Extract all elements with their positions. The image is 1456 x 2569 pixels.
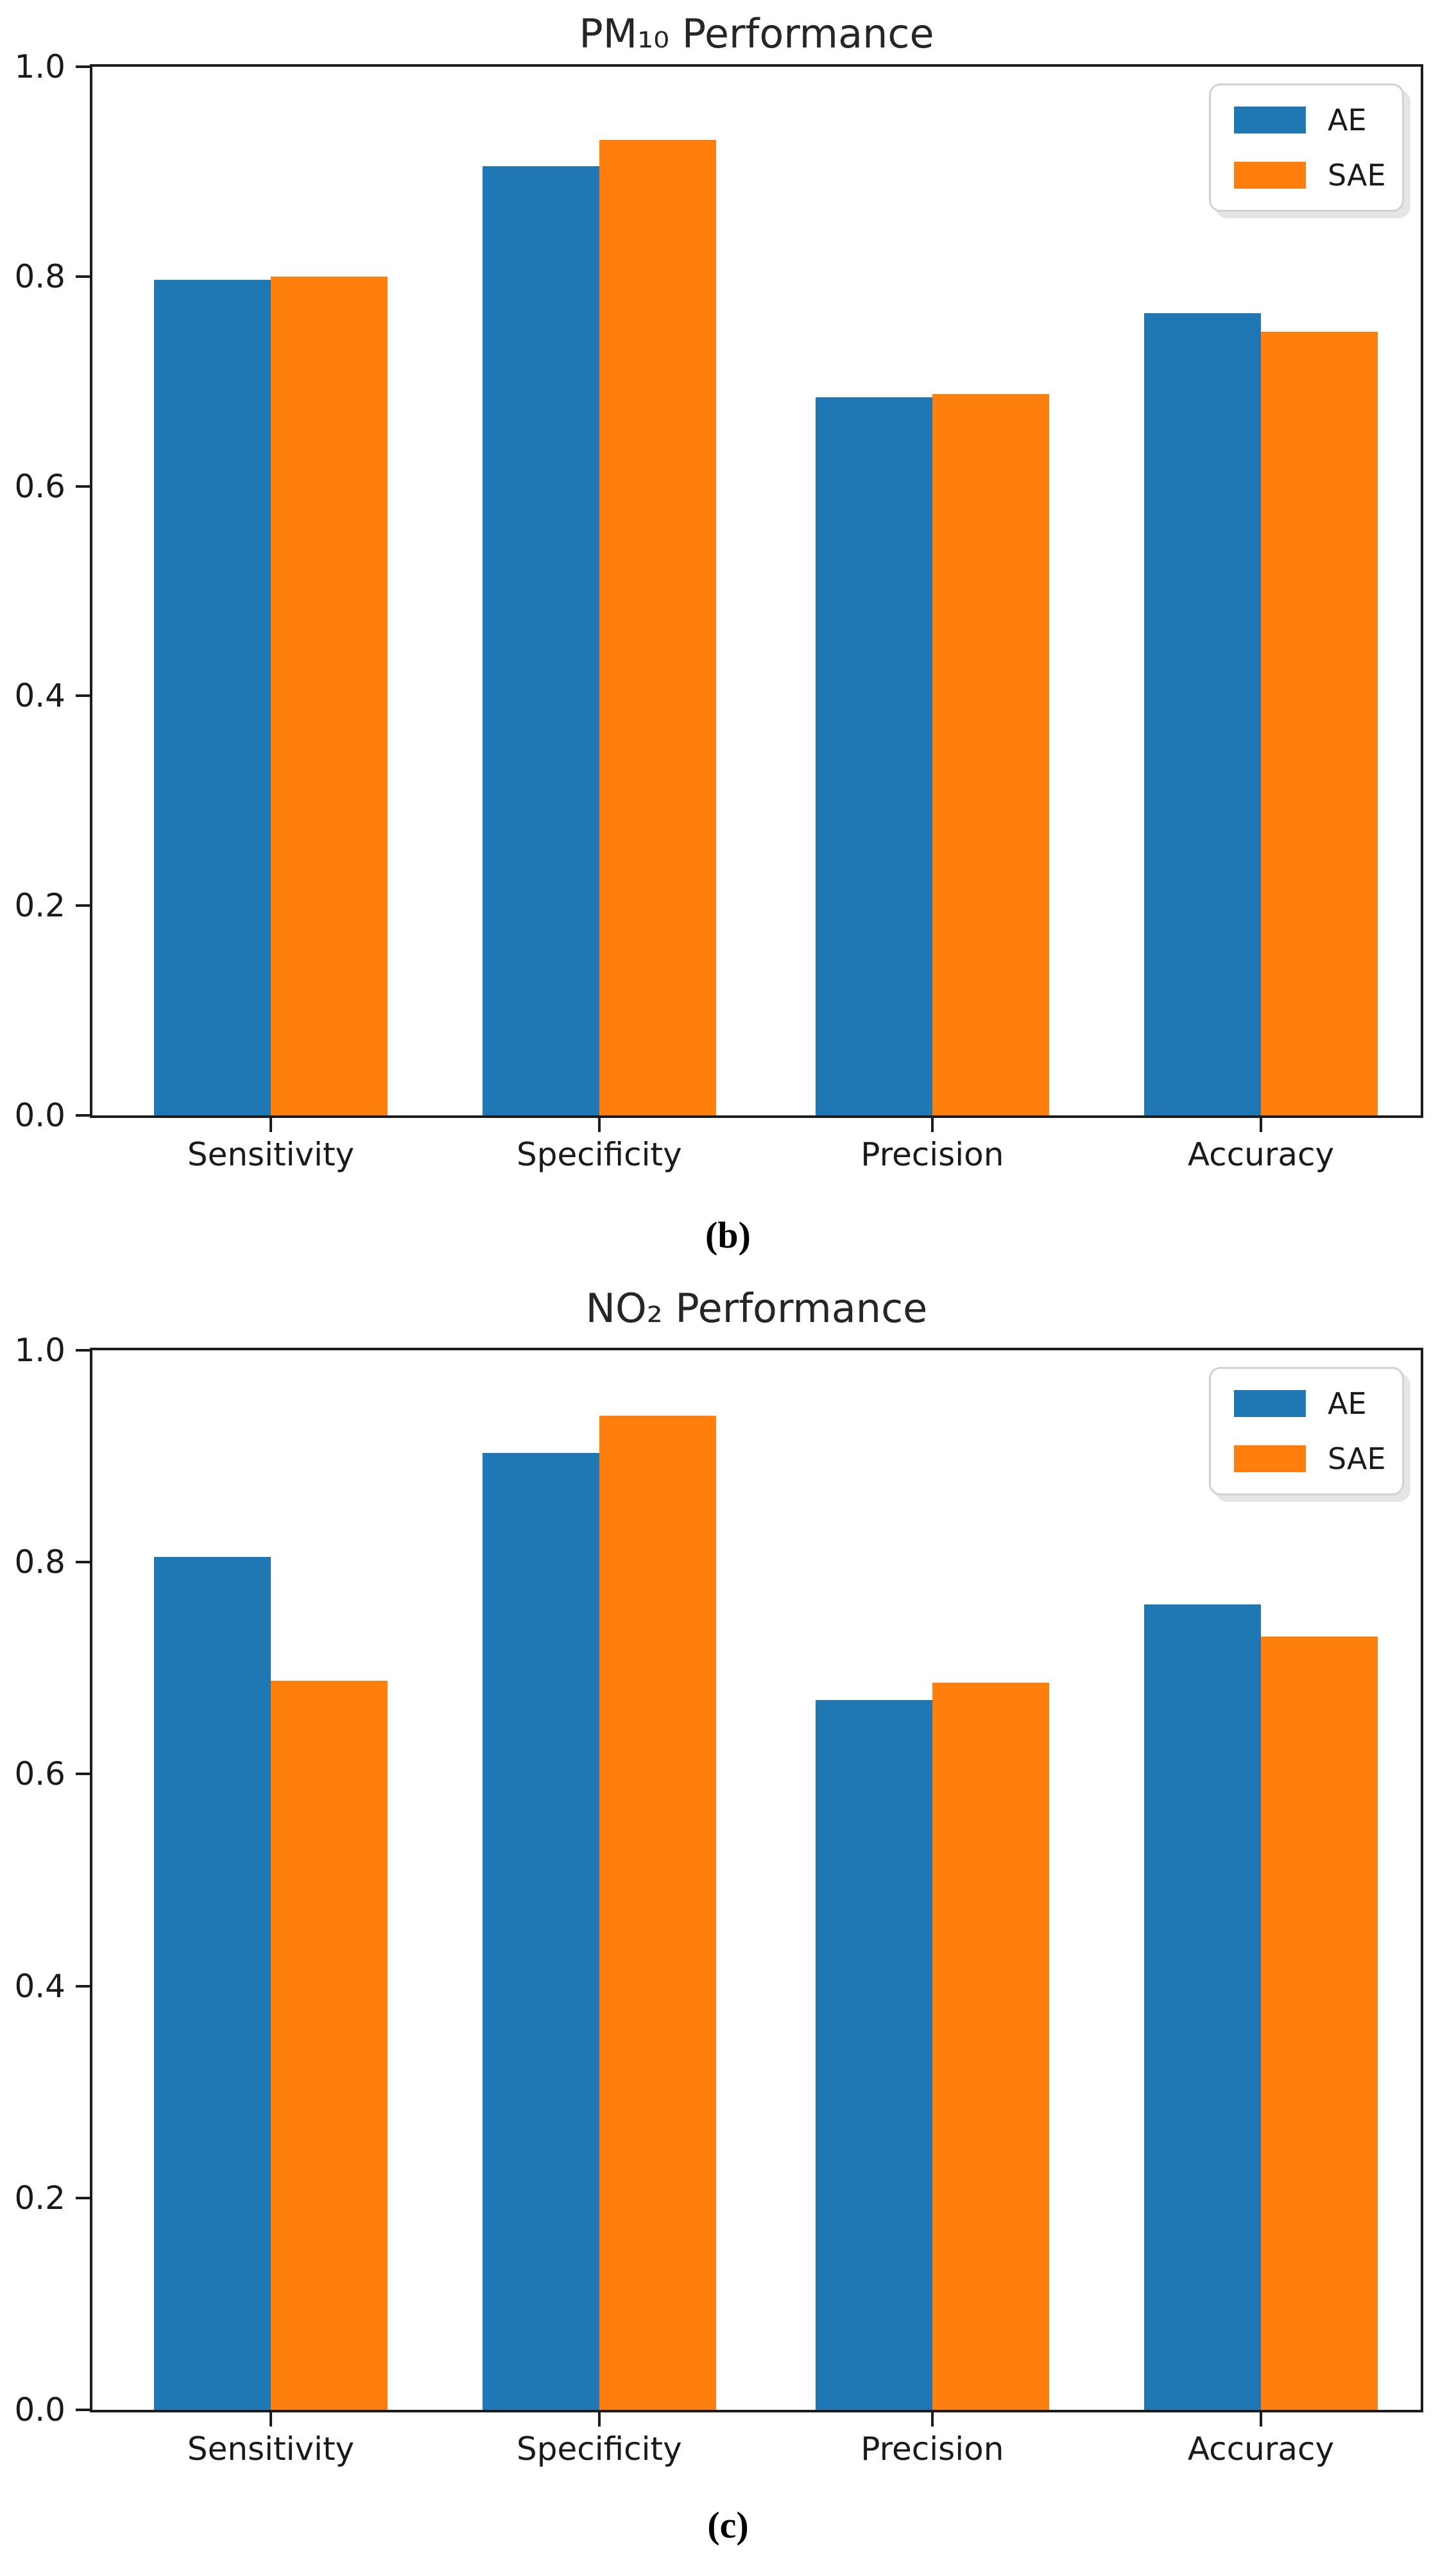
legend-label: AE — [1328, 103, 1367, 137]
figure-c: NO₂ Performance AE SAE 0.0 0.2 0.4 0.6 0.8 1.0… — [0, 1277, 1456, 2569]
bar-ae-accuracy — [1143, 313, 1261, 1115]
x-tick-label: Specificity — [517, 1136, 682, 1173]
y-tick-mark — [76, 694, 92, 698]
legend-swatch-ae — [1234, 1390, 1306, 1417]
x-tick-label: Sensitivity — [187, 1136, 355, 1173]
x-tick-mark — [270, 1115, 272, 1132]
y-tick-label: 0.6 — [14, 1755, 65, 1793]
x-tick-mark — [930, 1115, 934, 1132]
bar-sae-precision — [932, 393, 1050, 1115]
bar-ae-sensitivity — [153, 1556, 271, 2410]
y-tick-mark — [76, 485, 92, 488]
y-tick-mark — [76, 65, 92, 68]
legend-label: SAE — [1328, 158, 1386, 193]
x-tick-mark — [930, 2410, 934, 2427]
bar-sae-sensitivity — [271, 1681, 388, 2410]
y-tick-label: 0.6 — [14, 467, 65, 505]
y-tick-label: 0.8 — [14, 1543, 65, 1581]
chart-title: NO₂ Performance — [585, 1285, 928, 1332]
bar-ae-precision — [815, 397, 932, 1115]
y-tick-label: 0.4 — [14, 1967, 65, 2005]
x-tick-mark — [597, 1115, 601, 1132]
y-tick-mark — [76, 2409, 92, 2411]
plot-area: AE SAE 0.0 0.2 0.4 0.6 0.8 1.0 Sensitivity Speci… — [14, 50, 1423, 1172]
y-tick-label: 1.0 — [14, 1332, 65, 1369]
y-tick-mark — [76, 1984, 92, 1988]
bar-sae-specificity — [599, 1416, 717, 2410]
legend-label: SAE — [1328, 1441, 1386, 1476]
bar-sae-sensitivity — [271, 276, 388, 1115]
legend-entry: AE — [1234, 105, 1402, 135]
legend-swatch-sae — [1234, 162, 1306, 189]
x-tick-label: Sensitivity — [187, 2430, 355, 2468]
legend: AE SAE — [1209, 1367, 1404, 1495]
y-tick-mark — [76, 1773, 92, 1776]
legend-swatch-sae — [1234, 1445, 1306, 1472]
x-tick-mark — [1259, 1115, 1262, 1132]
bar-ae-specificity — [482, 166, 599, 1115]
y-tick-label: 0.2 — [14, 2179, 65, 2217]
figure-caption: (b) — [705, 1214, 751, 1256]
y-tick-label: 0.0 — [14, 1097, 65, 1134]
x-tick-mark — [597, 2410, 601, 2427]
figure-b: PM₁₀ Performance AE SAE 0.0 0.2 0.4 0.6 0.8 1.… — [0, 0, 1456, 1277]
x-tick-label: Precision — [861, 2430, 1004, 2468]
legend-entry: SAE — [1234, 160, 1402, 191]
y-tick-label: 1.0 — [14, 48, 65, 85]
y-tick-label: 0.4 — [14, 677, 65, 715]
bar-sae-precision — [932, 1683, 1050, 2410]
bar-sae-specificity — [599, 140, 717, 1115]
bar-ae-accuracy — [1143, 1604, 1261, 2410]
y-tick-label: 0.2 — [14, 887, 65, 925]
legend: AE SAE — [1209, 83, 1404, 212]
y-tick-mark — [76, 2196, 92, 2199]
plot-area: AE SAE 0.0 0.2 0.4 0.6 0.8 1.0 Sensitivity Speci… — [14, 1334, 1423, 2466]
legend-entry: AE — [1234, 1388, 1402, 1419]
legend-swatch-ae — [1234, 107, 1306, 133]
y-tick-label: 0.0 — [14, 2391, 65, 2428]
x-tick-mark — [270, 2410, 272, 2427]
bar-ae-specificity — [482, 1453, 599, 2410]
x-tick-label: Precision — [861, 1136, 1004, 1173]
y-tick-mark — [76, 904, 92, 907]
x-tick-label: Accuracy — [1187, 1136, 1335, 1173]
x-tick-label: Specificity — [517, 2430, 682, 2468]
y-tick-mark — [76, 275, 92, 278]
y-tick-label: 0.8 — [14, 257, 65, 295]
y-tick-mark — [76, 1349, 92, 1352]
x-tick-mark — [1259, 2410, 1262, 2427]
chart-title: PM₁₀ Performance — [579, 10, 934, 57]
y-tick-mark — [76, 1561, 92, 1564]
bar-sae-accuracy — [1260, 1636, 1378, 2410]
figure-caption: (c) — [707, 2504, 749, 2546]
bar-ae-sensitivity — [153, 279, 271, 1115]
legend-entry: SAE — [1234, 1443, 1402, 1474]
y-tick-mark — [76, 1114, 92, 1117]
legend-label: AE — [1328, 1386, 1367, 1421]
bar-ae-precision — [815, 1699, 932, 2410]
x-tick-label: Accuracy — [1187, 2430, 1335, 2468]
bar-sae-accuracy — [1260, 332, 1378, 1115]
